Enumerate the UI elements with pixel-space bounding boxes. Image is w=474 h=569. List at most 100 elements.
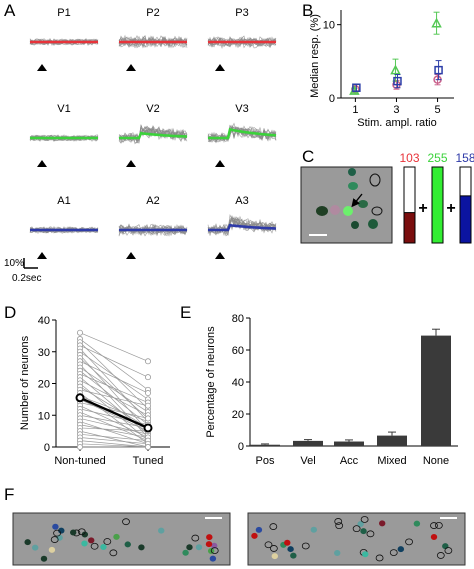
stimulus-marker <box>215 252 225 259</box>
trace-label: A3 <box>235 195 248 207</box>
pair-line <box>79 427 149 432</box>
cell-outline <box>109 549 118 557</box>
cell <box>186 544 193 551</box>
cell <box>182 549 189 556</box>
color-bar-fill <box>431 166 444 244</box>
color-bar-fill <box>459 195 472 244</box>
y-tick-label: 30 <box>38 347 50 359</box>
stimulus-marker <box>215 64 225 71</box>
x-tick-label: Pos <box>256 455 275 467</box>
pair-line <box>79 354 149 432</box>
cell-outline <box>352 525 361 533</box>
panel-e-y-label: Percentage of neurons <box>205 326 217 438</box>
x-tick-label: Mixed <box>377 455 406 467</box>
panel-f <box>12 512 466 566</box>
cell-outline <box>210 547 219 555</box>
data-point <box>431 17 442 28</box>
stimulus-marker <box>215 160 225 167</box>
mean-trace-line <box>208 223 277 232</box>
pair-line <box>79 430 149 448</box>
panel-b-ticks: 0 10 1 3 5 <box>323 20 441 116</box>
pair-line <box>79 418 149 435</box>
x-tick-label: 5 <box>435 104 441 116</box>
y-tick-label: 0 <box>44 442 50 454</box>
cell <box>158 527 165 534</box>
color-value-label: 158 <box>455 151 474 165</box>
cell <box>100 544 107 551</box>
cell <box>378 520 386 527</box>
stimulus-marker <box>37 160 47 167</box>
trace-label: A2 <box>146 195 159 207</box>
pair-line <box>79 332 149 362</box>
cell <box>362 551 369 558</box>
panel-d-chart: 0 10 20 30 40 Non-tuned Tuned Number of neuron… <box>19 315 170 467</box>
mean-line <box>79 396 149 430</box>
cell <box>81 531 89 538</box>
pair-line <box>79 395 149 422</box>
cell <box>358 200 368 208</box>
panel-c-cells <box>316 168 383 229</box>
panel-a-scale-bar: 10% 0.2sec <box>4 258 41 284</box>
cell <box>348 168 356 176</box>
cell <box>351 221 359 229</box>
cell <box>360 528 367 535</box>
panel-c-color-bars: 103 +255 +158 <box>399 151 474 244</box>
panel-d-y-label: Number of neurons <box>19 335 31 430</box>
panel-c: 103 +255 +158 <box>300 151 474 244</box>
panel-letter-e: E <box>180 303 191 322</box>
stimulus-marker <box>37 252 47 259</box>
cell-outline <box>430 522 438 529</box>
y-tick-label: 0 <box>238 441 244 453</box>
data-point <box>77 443 84 450</box>
panel-b-series <box>349 11 443 95</box>
scale-bar-y-label: 10% <box>4 258 24 269</box>
pair-line <box>79 345 149 378</box>
cell <box>316 206 328 216</box>
cell <box>195 544 203 551</box>
cell <box>284 539 291 546</box>
cell-outline <box>269 545 278 552</box>
x-tick-label: Non-tuned <box>54 455 105 467</box>
pair-line <box>79 440 149 448</box>
panel-b-y-label: Median resp. (%) <box>309 14 321 98</box>
cell <box>70 529 77 536</box>
panel-d-paired-lines <box>75 329 153 450</box>
cell <box>48 546 56 553</box>
x-tick-label: 3 <box>393 104 399 116</box>
panel-b-x-label: Stim. ampl. ratio <box>357 117 436 129</box>
cell-outline <box>389 549 398 556</box>
cell-outline <box>444 547 453 554</box>
cell <box>138 544 145 551</box>
pair-line <box>79 367 149 413</box>
cell-outline <box>122 518 130 526</box>
cell <box>348 182 358 190</box>
cell <box>24 539 31 546</box>
x-tick-label: 1 <box>352 104 358 116</box>
cell-outline <box>50 536 59 543</box>
y-tick-label: 20 <box>232 409 244 421</box>
cell-outline <box>434 521 443 529</box>
data-point <box>144 443 151 450</box>
cell <box>330 205 340 215</box>
pair-line <box>79 376 149 435</box>
panel-f-right-field <box>247 512 466 566</box>
cell-outline <box>53 529 61 537</box>
cell-outline <box>436 552 445 559</box>
x-tick-label: Tuned <box>133 455 164 467</box>
plus-sign: + <box>446 200 455 217</box>
pair-line <box>79 433 149 441</box>
cell-outline <box>371 206 383 216</box>
stimulus-marker <box>37 64 47 71</box>
data-point <box>144 358 151 365</box>
trace-label: P1 <box>57 7 70 19</box>
bar <box>334 441 364 446</box>
cell <box>31 544 39 551</box>
cell-outline <box>375 554 384 562</box>
trace-line <box>29 226 99 234</box>
cell <box>357 520 364 527</box>
trace-label: V3 <box>235 103 248 115</box>
y-tick-label: 10 <box>38 410 50 422</box>
y-tick-label: 20 <box>38 379 50 391</box>
pair-line <box>79 364 149 438</box>
trace-line <box>207 37 277 48</box>
